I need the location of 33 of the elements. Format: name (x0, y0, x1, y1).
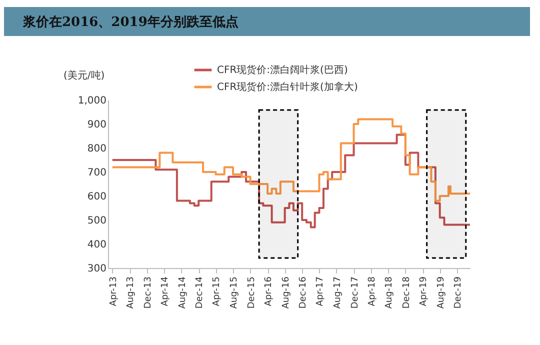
y-tick-label: 700 (87, 168, 106, 178)
legend-label: CFR现货价:漂白针叶浆(加拿大) (217, 81, 358, 93)
y-tick-label: 400 (87, 240, 106, 250)
x-tick-label: Aug-19 (436, 276, 446, 309)
x-tick-label: Apr-13 (108, 276, 119, 306)
x-tick-label: Dec-18 (402, 276, 412, 309)
x-tick-label: Dec-16 (298, 276, 309, 309)
x-tick-label: Aug-18 (384, 276, 395, 309)
x-tick-label: Aug-14 (178, 276, 188, 309)
legend-label: CFR现货价:漂白阔叶浆(巴西) (217, 64, 348, 76)
chart-title: 浆价在2016、2019年分别跌至低点 (22, 14, 238, 30)
x-tick-label: Apr-16 (264, 276, 274, 306)
y-tick-label: 500 (87, 216, 106, 226)
y-axis-title: (美元/吨) (64, 70, 105, 82)
x-tick-label: Aug-15 (230, 276, 240, 309)
x-tick-label: Apr-17 (316, 276, 326, 306)
x-tick-label: Aug-16 (281, 276, 292, 309)
x-tick-label: Apr-18 (367, 276, 378, 306)
x-tick-label: Dec-13 (143, 276, 154, 309)
x-tick-label: Dec-19 (454, 276, 464, 309)
y-tick-label: 1,000 (78, 96, 106, 106)
x-tick-label: Dec-15 (246, 276, 257, 309)
y-tick-label: 600 (87, 192, 106, 202)
y-tick-label: 800 (87, 144, 106, 154)
y-tick-label: 900 (87, 120, 106, 130)
x-tick-label: Apr-14 (160, 276, 171, 306)
x-tick-label: Apr-19 (419, 276, 430, 306)
x-tick-label: Aug-13 (126, 276, 136, 309)
y-tick-label: 300 (87, 264, 106, 274)
x-tick-label: Aug-17 (332, 276, 343, 309)
x-tick-label: Dec-17 (350, 276, 360, 309)
x-tick-label: Apr-15 (212, 276, 222, 306)
x-tick-label: Dec-14 (195, 276, 206, 309)
